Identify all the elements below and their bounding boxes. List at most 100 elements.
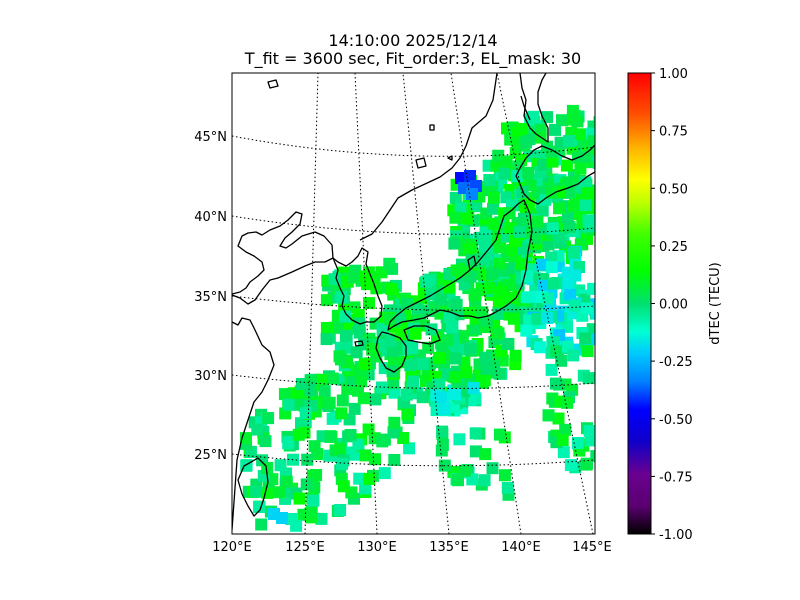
dtec-pixel (467, 381, 480, 394)
dtec-pixel (292, 428, 305, 441)
dtec-pixel (557, 446, 570, 459)
dtec-pixel (320, 322, 333, 334)
dtec-pixel (547, 277, 560, 290)
dtec-pixel (460, 366, 473, 379)
meridian-140e (450, 73, 522, 534)
lon-label-135: 135°E (429, 540, 469, 555)
coast-mainland (232, 73, 498, 531)
dtec-pixel (249, 485, 262, 498)
dtec-pixel (550, 345, 563, 358)
dtec-pixel (446, 321, 458, 334)
dtec-pixel (443, 281, 456, 294)
dtec-pixel (383, 313, 396, 326)
dtec-pixel (456, 330, 469, 343)
dtec-pixel-anomaly (464, 170, 476, 182)
dtec-pixel (336, 394, 349, 407)
dtec-pixel (567, 200, 580, 213)
dtec-pixel (513, 225, 526, 238)
dtec-pixel (545, 363, 558, 376)
dtec-pixel (530, 232, 543, 245)
dtec-pixel (556, 434, 569, 446)
dtec-pixel (449, 191, 462, 204)
parallel-30n (232, 374, 595, 389)
dtec-pixel (503, 292, 516, 304)
dtec-pixel (388, 386, 401, 399)
dtec-pixel (409, 327, 422, 340)
dtec-pixel (452, 474, 464, 487)
dtec-pixel (582, 372, 595, 385)
dtec-pixel (542, 409, 555, 422)
dtec-pixel (334, 353, 347, 366)
dtec-pixel (301, 453, 314, 466)
dtec-pixel (559, 423, 572, 436)
dtec-pixel (552, 232, 565, 245)
colorbar-tick-label: 0.25 (659, 240, 688, 255)
dtec-pixel (387, 377, 400, 390)
dtec-pixel (411, 303, 424, 316)
parallel-40n (232, 215, 595, 235)
dtec-pixel (334, 504, 347, 516)
dtec-pixel (476, 306, 489, 319)
dtec-pixel (262, 412, 275, 425)
colorbar-tick-label: -0.75 (659, 470, 693, 485)
dtec-pixel (567, 349, 580, 362)
dtec-pixel (353, 472, 366, 485)
dtec-pixel (336, 457, 349, 470)
dtec-pixel (261, 486, 274, 499)
dtec-pixel (594, 189, 595, 202)
dtec-pixel (534, 341, 547, 354)
dtec-pixel (556, 114, 568, 127)
dtec-pixel (259, 435, 272, 448)
dtec-pixel (376, 381, 388, 394)
parallel-25n (232, 453, 595, 467)
dtec-pixel (448, 237, 461, 250)
dtec-pixel (384, 335, 397, 348)
dtec-pixel (403, 442, 416, 455)
dtec-pixel (561, 176, 574, 189)
dtec-pixel (274, 459, 287, 472)
coast-taiwan (237, 457, 269, 517)
dtec-pixel-anomaly (466, 188, 478, 200)
dtec-pixel (278, 388, 291, 401)
coast-jeju (354, 340, 364, 347)
dtec-pixel (586, 323, 595, 336)
dtec-pixel (492, 307, 505, 320)
dtec-pixel (315, 373, 327, 386)
meridian-130e (354, 73, 378, 534)
dtec-pixel (568, 109, 581, 122)
dtec-pixel (508, 261, 521, 274)
dtec-pixel (492, 327, 505, 340)
dtec-pixel (486, 267, 499, 280)
dtec-pixel (498, 469, 511, 482)
dtec-pixel (435, 444, 448, 457)
colorbar-tick-label: -0.50 (659, 413, 693, 428)
dtec-pixel (335, 407, 348, 420)
dtec-pixel (401, 297, 414, 310)
lat-label-25: 25°N (194, 448, 227, 463)
dtec-pixel (352, 438, 365, 451)
dtec-pixel (590, 450, 595, 463)
coast-islet-3 (447, 155, 453, 161)
coast-kyushu (375, 331, 407, 373)
dtec-pixel (347, 271, 360, 284)
dtec-pixel (586, 127, 595, 140)
dtec-pixel (469, 427, 482, 440)
map-frame (231, 72, 596, 535)
dtec-pixel (587, 282, 595, 295)
dtec-pixel (520, 136, 533, 149)
dtec-pixel (335, 291, 348, 304)
dtec-pixel (522, 166, 535, 179)
dtec-pixel (592, 156, 595, 169)
dtec-pixel (555, 354, 568, 367)
parallel-45n (232, 135, 595, 157)
graticule (232, 73, 595, 534)
dtec-pixel (503, 207, 516, 220)
chart-title-params: T_fit = 3600 sec, Fit_order:3, EL_mask: … (244, 49, 582, 68)
dtec-pixel (305, 505, 318, 517)
dtec-pixel (480, 362, 493, 375)
chart-title-time: 14:10:00 2025/12/14 (328, 31, 498, 50)
dtec-pixel (520, 291, 533, 304)
dtec-pixel (552, 412, 565, 425)
dtec-pixel (436, 342, 449, 355)
dtec-pixel (369, 453, 381, 466)
